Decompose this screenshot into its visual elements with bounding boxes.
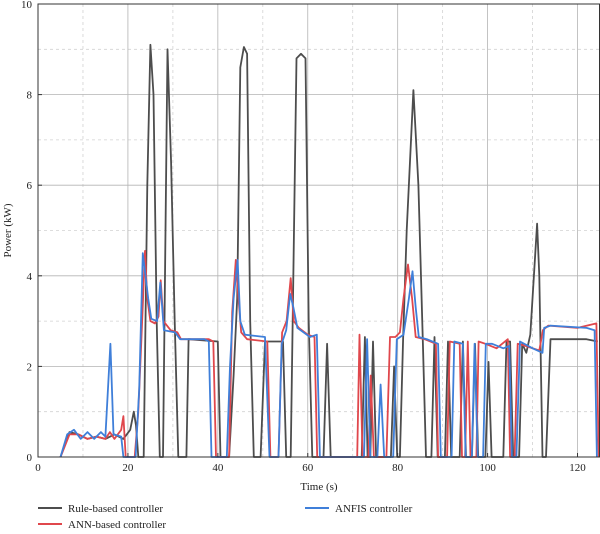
y-tick-label: 2 (27, 361, 33, 373)
x-tick-label: 0 (35, 462, 41, 474)
series-line-0 (59, 43, 598, 458)
x-tick-label: 80 (392, 462, 404, 474)
y-tick-labels: 0 2 4 6 8 10 (21, 0, 33, 464)
series-line-2 (59, 252, 598, 458)
y-tick-label: 10 (21, 0, 33, 11)
y-tick-label: 8 (27, 90, 33, 102)
x-axis-title: Time (s) (300, 481, 338, 493)
x-tick-label: 120 (569, 462, 586, 474)
x-tick-label: 20 (122, 462, 134, 474)
y-tick-label: 6 (27, 180, 33, 192)
x-tick-label: 60 (302, 462, 314, 474)
x-tick-label: 100 (479, 462, 496, 474)
x-tick-label: 40 (212, 462, 224, 474)
tick-marks (37, 3, 579, 458)
y-tick-label: 0 (27, 452, 33, 464)
legend-label-0: Rule-based controller (68, 503, 163, 515)
x-tick-labels: 0 20 40 60 80 100 120 (35, 462, 586, 474)
y-tick-label: 4 (27, 271, 33, 283)
legend: Rule-based controller ANN-based controlle… (38, 503, 413, 531)
minor-grid (38, 4, 600, 457)
legend-label-1: ANN-based controller (68, 519, 166, 531)
series-layer (59, 43, 600, 458)
y-axis-title: Power (kW) (2, 203, 14, 257)
legend-label-2: ANFIS controller (335, 503, 413, 515)
